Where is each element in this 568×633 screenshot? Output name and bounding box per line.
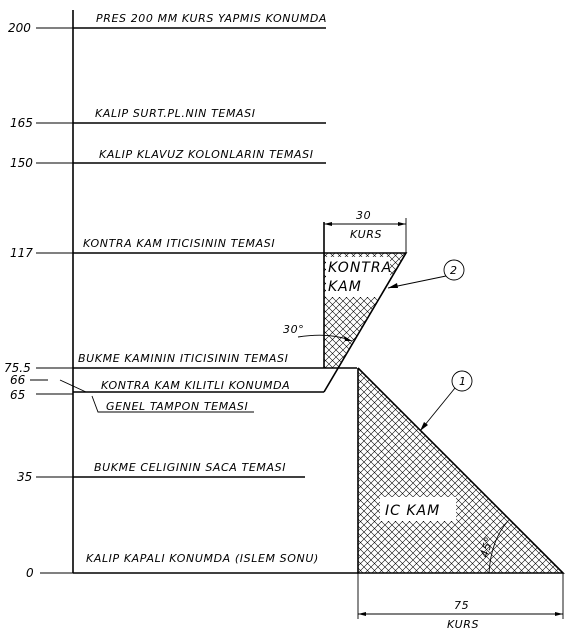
ic-kam-dim-value: 75 bbox=[454, 599, 469, 612]
ic-kam-dim-unit: KURS bbox=[447, 618, 479, 631]
level-75-5: 75.5 BUKME KAMININ ITICISININ TEMASI bbox=[4, 352, 357, 375]
level-150-label: KALIP KLAVUZ KOLONLARIN TEMASI bbox=[99, 148, 314, 161]
kontra-kam-dim-value: 30 bbox=[356, 209, 371, 222]
level-65-label: GENEL TAMPON TEMASI bbox=[106, 400, 248, 413]
level-75-5-label: BUKME KAMININ ITICISININ TEMASI bbox=[78, 352, 289, 365]
level-200-label: PRES 200 MM KURS YAPMIS KONUMDA bbox=[96, 12, 327, 25]
level-0: 0 KALIP KAPALI KONUMDA (ISLEM SONU) bbox=[26, 552, 358, 580]
kontra-kam-callout bbox=[443, 259, 465, 281]
level-117-value: 117 bbox=[10, 246, 33, 260]
level-150-value: 150 bbox=[10, 156, 33, 170]
level-200-value: 200 bbox=[8, 21, 31, 35]
kontra-kam-dim-unit: KURS bbox=[350, 228, 382, 241]
level-75-5-value: 75.5 bbox=[4, 361, 31, 375]
level-0-label: KALIP KAPALI KONUMDA (ISLEM SONU) bbox=[86, 552, 319, 565]
kontra-kam-angle: 30° bbox=[283, 323, 304, 336]
ic-kam-dimension: 75 KURS bbox=[357, 573, 564, 631]
level-35-label: BUKME CELIGININ SACA TEMASI bbox=[94, 461, 286, 474]
level-150: 150 KALIP KLAVUZ KOLONLARIN TEMASI bbox=[10, 148, 326, 170]
level-165: 165 KALIP SURT.PL.NIN TEMASI bbox=[10, 107, 326, 130]
level-65: 65 GENEL TAMPON TEMASI bbox=[10, 388, 254, 413]
level-165-value: 165 bbox=[10, 116, 33, 130]
ic-kam-callout bbox=[451, 370, 473, 392]
level-35: 35 BUKME CELIGININ SACA TEMASI bbox=[17, 461, 305, 484]
ic-kam-callout-number: 1 bbox=[459, 375, 467, 388]
level-200: 200 PRES 200 MM KURS YAPMIS KONUMDA bbox=[8, 12, 327, 35]
ic-kam: IC KAM 45° 1 75 KURS bbox=[357, 367, 565, 631]
level-117: 117 KONTRA KAM ITICISININ TEMASI bbox=[10, 237, 324, 260]
level-0-value: 0 bbox=[26, 566, 34, 580]
ic-kam-label: IC KAM bbox=[385, 503, 440, 519]
kontra-kam-label-line2: KAM bbox=[328, 279, 362, 295]
kontra-kam-dimension: 30 KURS bbox=[324, 209, 406, 241]
level-117-label: KONTRA KAM ITICISININ TEMASI bbox=[83, 237, 275, 250]
kontra-kam: KONTRA KAM 30 KURS 30° 2 bbox=[283, 209, 465, 393]
kontra-kam-callout-number: 2 bbox=[450, 264, 458, 277]
level-35-value: 35 bbox=[17, 470, 32, 484]
level-65-value: 65 bbox=[10, 388, 25, 402]
level-165-label: KALIP SURT.PL.NIN TEMASI bbox=[95, 107, 256, 120]
ic-kam-angle: 45° bbox=[478, 535, 496, 559]
level-66-label: KONTRA KAM KILITLI KONUMDA bbox=[101, 379, 290, 392]
kontra-kam-label-line1: KONTRA bbox=[328, 260, 392, 276]
level-66-value: 66 bbox=[10, 373, 26, 387]
level-66: 66 KONTRA KAM KILITLI KONUMDA bbox=[10, 373, 324, 393]
